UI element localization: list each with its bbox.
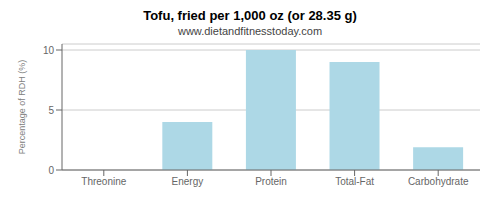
svg-text:Energy: Energy bbox=[172, 176, 204, 187]
html-text:www.dietandfitnesstoday.com: www.dietandfitnesstoday.com bbox=[178, 25, 322, 37]
svg-text:Protein: Protein bbox=[255, 176, 287, 187]
svg-text:Total-Fat: Total-Fat bbox=[335, 176, 374, 187]
svg-text:5: 5 bbox=[48, 105, 54, 116]
svg-text:Threonine: Threonine bbox=[81, 176, 126, 187]
svg-text:0: 0 bbox=[48, 165, 54, 176]
svg-text:Carbohydrate: Carbohydrate bbox=[408, 176, 469, 187]
html-text:Tofu, fried per 1,000 oz (or 2: Tofu, fried per 1,000 oz (or 28.35 g) bbox=[143, 8, 357, 23]
svg-text:10: 10 bbox=[43, 45, 55, 56]
svg-text:Percentage of RDH (%): Percentage of RDH (%) bbox=[17, 60, 27, 155]
